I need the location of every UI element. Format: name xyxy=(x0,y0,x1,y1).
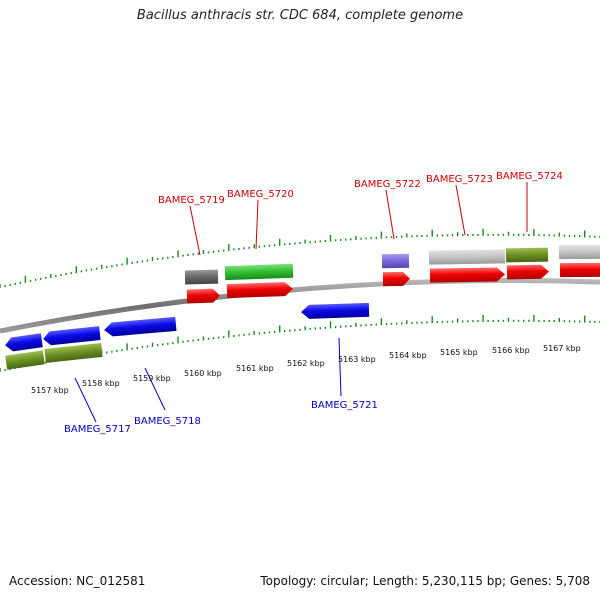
leader-line xyxy=(74,377,97,423)
accession-label: Accession: NC_012581 xyxy=(9,574,146,588)
genome-backbone xyxy=(0,278,600,334)
forward-gene-labels: BAMEG_5719 BAMEG_5720 BAMEG_5722 BAMEG_5… xyxy=(158,171,563,256)
scale-label: 5163 kbp xyxy=(338,355,376,364)
gene-feature[interactable] xyxy=(224,263,294,281)
gene-feature[interactable] xyxy=(428,249,506,265)
gene-label-bameg-5722[interactable]: BAMEG_5722 xyxy=(354,179,421,190)
scale-label: 5162 kbp xyxy=(287,359,325,368)
scale-label: 5164 kbp xyxy=(389,351,427,360)
reverse-strand-features xyxy=(4,302,370,370)
scale-labels: 5157 kbp 5158 kbp 5159 kbp 5160 kbp 5161… xyxy=(31,344,581,395)
scale-label: 5167 kbp xyxy=(543,344,581,353)
forward-strand-features xyxy=(184,244,600,304)
scale-label: 5161 kbp xyxy=(236,364,274,373)
cds-arrow[interactable] xyxy=(559,262,600,278)
scale-label: 5158 kbp xyxy=(82,379,120,388)
scale-label: 5157 kbp xyxy=(31,386,69,395)
gene-feature[interactable] xyxy=(184,269,219,285)
scale-label: 5159 kbp xyxy=(133,374,171,383)
cds-arrow[interactable] xyxy=(42,326,101,346)
gene-label-bameg-5721[interactable]: BAMEG_5721 xyxy=(311,400,378,411)
gene-label-bameg-5719[interactable]: BAMEG_5719 xyxy=(158,195,225,206)
gene-label-bameg-5724[interactable]: BAMEG_5724 xyxy=(496,171,563,182)
gene-label-bameg-5720[interactable]: BAMEG_5720 xyxy=(227,189,294,200)
cds-arrow[interactable] xyxy=(186,288,220,304)
leader-line xyxy=(338,337,342,397)
leader-line xyxy=(255,199,259,250)
cds-arrow[interactable] xyxy=(301,302,370,319)
leader-line xyxy=(455,184,466,236)
gene-label-bameg-5718[interactable]: BAMEG_5718 xyxy=(134,416,201,427)
cds-arrow[interactable] xyxy=(382,271,410,287)
leader-line xyxy=(385,189,395,240)
genome-summary: Topology: circular; Length: 5,230,115 bp… xyxy=(260,574,590,588)
gene-feature[interactable] xyxy=(505,247,549,263)
scale-label: 5165 kbp xyxy=(440,348,478,357)
outer-tick-row xyxy=(0,228,600,288)
cds-arrow[interactable] xyxy=(4,333,43,352)
scale-label: 5160 kbp xyxy=(184,369,222,378)
cds-arrow[interactable] xyxy=(226,282,293,299)
reverse-gene-labels: BAMEG_5717 BAMEG_5718 BAMEG_5721 xyxy=(64,337,378,435)
leader-line xyxy=(189,205,201,256)
gene-label-bameg-5717[interactable]: BAMEG_5717 xyxy=(64,424,131,435)
map-title: Bacillus anthracis str. CDC 684, complet… xyxy=(136,8,464,23)
cds-arrow[interactable] xyxy=(429,267,505,283)
gene-feature[interactable] xyxy=(381,253,410,269)
scale-label: 5166 kbp xyxy=(492,346,530,355)
cds-arrow[interactable] xyxy=(506,264,549,280)
leader-line xyxy=(144,367,166,411)
gene-feature[interactable] xyxy=(558,244,600,260)
gene-feature[interactable] xyxy=(44,343,103,363)
gene-feature[interactable] xyxy=(5,350,45,370)
cds-arrow[interactable] xyxy=(104,316,177,337)
gene-label-bameg-5723[interactable]: BAMEG_5723 xyxy=(426,174,493,185)
